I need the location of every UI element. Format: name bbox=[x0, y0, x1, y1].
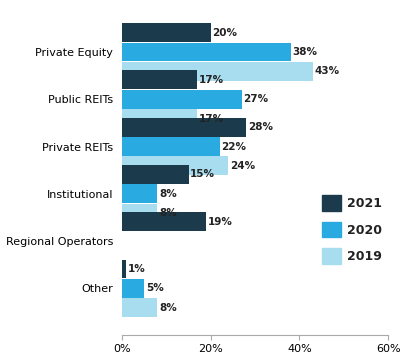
Text: 8%: 8% bbox=[159, 208, 177, 218]
Text: 17%: 17% bbox=[199, 75, 224, 85]
Text: 20%: 20% bbox=[212, 28, 237, 38]
Bar bbox=[122, 23, 210, 42]
Bar bbox=[122, 279, 144, 298]
Text: 19%: 19% bbox=[207, 217, 232, 227]
Bar bbox=[122, 156, 228, 175]
Bar bbox=[122, 260, 126, 278]
Bar bbox=[122, 42, 290, 62]
Bar bbox=[122, 62, 312, 81]
Text: 22%: 22% bbox=[221, 141, 246, 152]
Text: 17%: 17% bbox=[199, 113, 224, 123]
Legend: 2021, 2020, 2019: 2021, 2020, 2019 bbox=[316, 190, 386, 269]
Bar bbox=[122, 212, 206, 231]
Bar bbox=[122, 165, 188, 184]
Bar bbox=[122, 71, 197, 89]
Bar bbox=[122, 298, 157, 317]
Text: 27%: 27% bbox=[243, 94, 268, 104]
Text: 28%: 28% bbox=[247, 122, 272, 132]
Text: 5%: 5% bbox=[145, 283, 163, 293]
Bar bbox=[122, 109, 197, 128]
Text: 8%: 8% bbox=[159, 303, 177, 312]
Bar bbox=[122, 184, 157, 203]
Text: 38%: 38% bbox=[292, 47, 317, 57]
Bar bbox=[122, 118, 245, 137]
Bar bbox=[122, 90, 241, 109]
Text: 43%: 43% bbox=[314, 66, 339, 76]
Text: 8%: 8% bbox=[159, 189, 177, 199]
Bar bbox=[122, 204, 157, 222]
Text: 24%: 24% bbox=[230, 161, 255, 171]
Text: 1%: 1% bbox=[128, 264, 145, 274]
Text: 15%: 15% bbox=[190, 170, 215, 179]
Bar bbox=[122, 137, 219, 156]
